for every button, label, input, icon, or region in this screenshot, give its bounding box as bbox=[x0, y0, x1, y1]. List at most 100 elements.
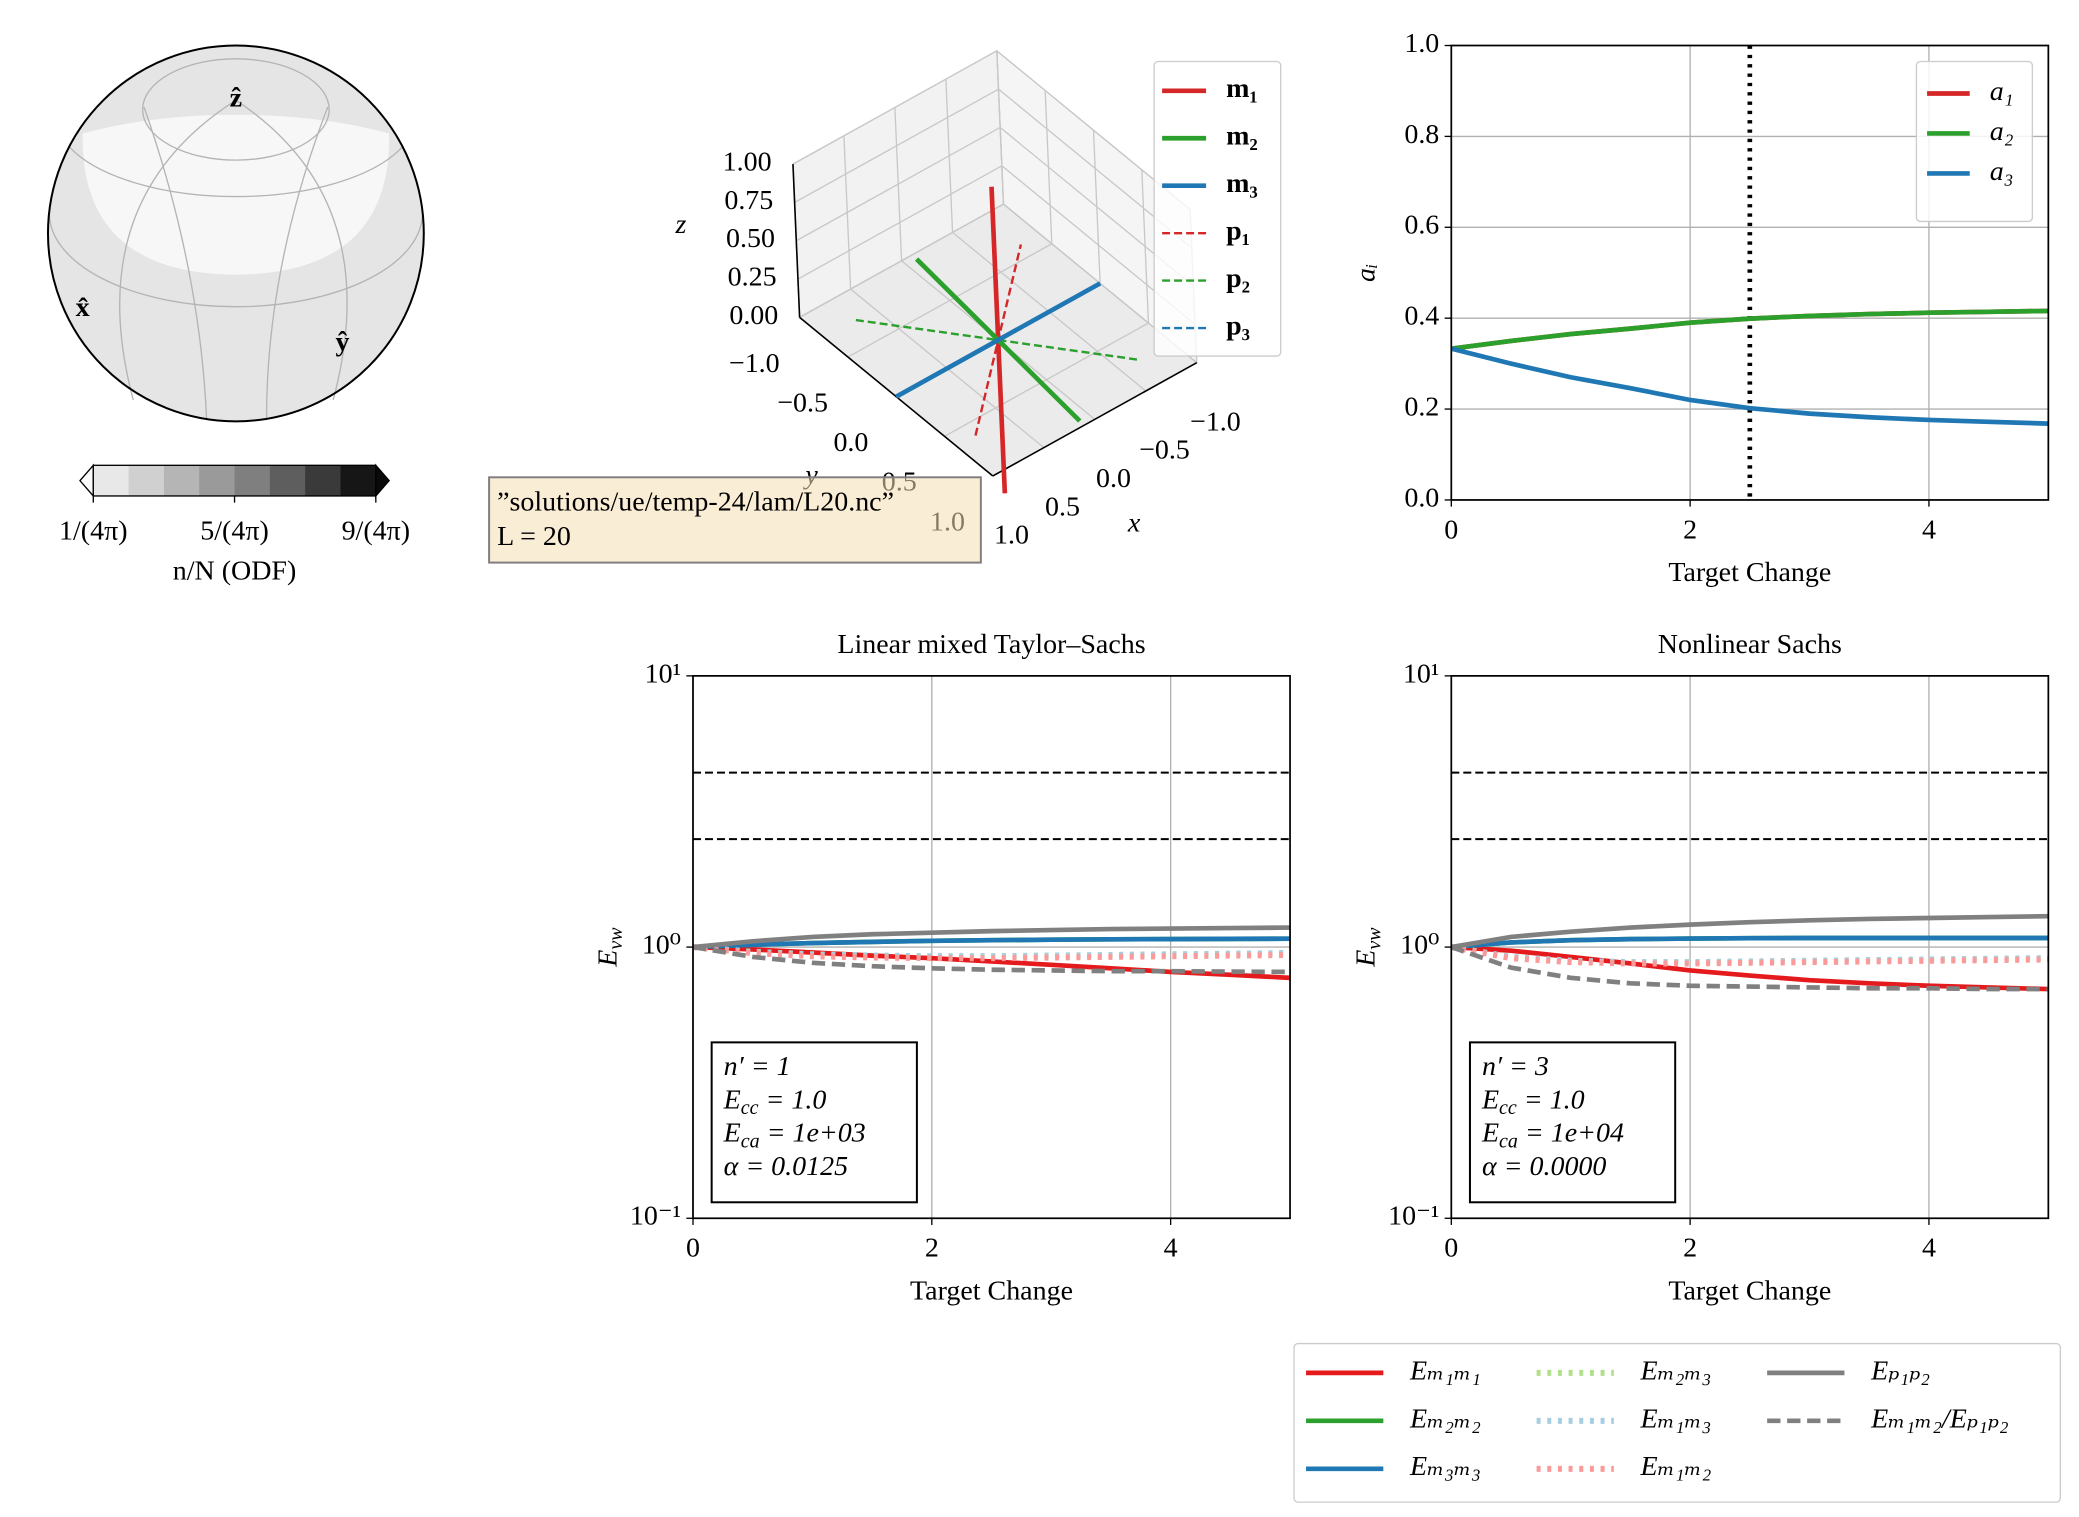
axis-label: ẑ bbox=[230, 83, 242, 114]
y-axis-label-sub: vw bbox=[1363, 927, 1385, 950]
legend-label: a₂ bbox=[1990, 116, 2014, 147]
legend-label: Eₘ₁ₘ₁ bbox=[1409, 1355, 1481, 1386]
plot: 0 2 4 10⁻¹ 10⁰ 10¹ Linear mixed Taylor–Sachs Ta… bbox=[593, 629, 1291, 1306]
annotation-part: = 1.0 bbox=[1517, 1085, 1585, 1116]
x-axis-label: x bbox=[1127, 508, 1141, 539]
annotation-line: Ecc = 1.0 bbox=[723, 1085, 827, 1119]
y-tick-label: 10⁰ bbox=[1400, 929, 1439, 960]
annotation-part: cc bbox=[741, 1097, 759, 1119]
colorbar-tick-label: 1/(4π) bbox=[59, 516, 128, 547]
z-axis-label: z bbox=[675, 209, 687, 240]
legend-label: p₃ bbox=[1226, 310, 1250, 341]
series-line bbox=[1450, 913, 2049, 950]
annotation-part: E bbox=[723, 1085, 741, 1116]
y-tick-label: 0.0 bbox=[1404, 482, 1439, 513]
x-tick-label: 2 bbox=[925, 1233, 939, 1264]
y-axis-label-sub: vw bbox=[605, 927, 627, 950]
y-axis-label-text: E bbox=[1351, 950, 1382, 968]
sphere-outline bbox=[46, 44, 425, 423]
x-tick-label: −1.0 bbox=[1190, 406, 1241, 437]
grid-line bbox=[799, 203, 1004, 318]
series-line bbox=[1451, 308, 2049, 351]
z-tick-label: 0.50 bbox=[726, 223, 775, 254]
x-axis-label: Target Change bbox=[910, 1275, 1073, 1306]
axes-frame bbox=[1450, 675, 2050, 1220]
y-tick-label: 0.4 bbox=[1404, 301, 1439, 332]
x-tick-label: 0 bbox=[686, 1233, 700, 1264]
legend-box bbox=[1293, 1342, 2062, 1503]
annotation-line: Eca = 1e+03 bbox=[723, 1118, 866, 1152]
axis-line bbox=[992, 361, 1198, 477]
colorbar-extend bbox=[79, 463, 94, 498]
series-line bbox=[1450, 944, 2049, 992]
legend-label: a₁ bbox=[1990, 76, 2014, 107]
y-tick-label: 10⁻¹ bbox=[1388, 1201, 1439, 1232]
x-tick-label: 0 bbox=[1444, 1233, 1458, 1264]
y-tick-label: 10¹ bbox=[645, 658, 681, 689]
sphere-grid bbox=[68, 146, 403, 198]
series-line bbox=[1450, 346, 2049, 426]
x-tick-label: 0.5 bbox=[1045, 491, 1080, 522]
legend-label: Eₘ₂ₘ₃ bbox=[1640, 1355, 1712, 1386]
x-axis-label: Target Change bbox=[1668, 1275, 1831, 1306]
annotation-part: n′ = 1 bbox=[724, 1051, 791, 1082]
y-tick-label: 10⁰ bbox=[642, 929, 681, 960]
colorbar-cell bbox=[305, 465, 342, 496]
legend-label: Eₘ₂ₘ₂ bbox=[1409, 1403, 1481, 1434]
annotation-line: Eca = 1e+04 bbox=[1481, 1118, 1624, 1152]
series-line bbox=[692, 944, 1291, 975]
y-axis-label: Evw bbox=[593, 927, 627, 968]
legend-box bbox=[1153, 60, 1282, 357]
annotation-line: L = 20 bbox=[497, 521, 571, 552]
sphere-grid bbox=[48, 213, 424, 308]
sphere-grid bbox=[143, 106, 208, 419]
annotation-part: = 1e+04 bbox=[1518, 1118, 1624, 1149]
plot: 0 2 4 0.0 0.2 0.4 0.6 0.8 1.0 Target Change aᵢ a₁ a₂… bbox=[1351, 28, 2050, 588]
y-tick-label: 0.8 bbox=[1404, 119, 1439, 150]
series-line bbox=[1451, 944, 2049, 992]
annotation-part: = 1e+03 bbox=[760, 1118, 866, 1149]
axes-frame bbox=[692, 675, 1291, 1220]
y-axis-label: Evw bbox=[1351, 927, 1385, 968]
annotation-part: = 1.0 bbox=[758, 1085, 826, 1116]
annotation-line: ”solutions/ue/temp-24/lam/L20.nc” bbox=[497, 486, 894, 517]
grid-line bbox=[792, 50, 998, 165]
y-axis-label-text: aᵢ bbox=[1351, 264, 1382, 282]
legend-label: Eₘ₃ₘ₃ bbox=[1409, 1451, 1481, 1482]
colorbar-cell bbox=[340, 465, 377, 496]
colorbar-cell bbox=[128, 465, 165, 496]
grid-line bbox=[795, 126, 1001, 242]
legend-label: a₃ bbox=[1990, 156, 2014, 187]
colorbar-extend bbox=[375, 463, 391, 498]
annotation-box bbox=[488, 476, 982, 564]
series-line bbox=[692, 944, 1291, 962]
y-tick-label: 0.0 bbox=[833, 427, 868, 458]
chart-title: Nonlinear Sachs bbox=[1658, 629, 1842, 660]
x-tick-label: 2 bbox=[1683, 1233, 1697, 1264]
colorbar-cell bbox=[234, 465, 271, 496]
annotation-box bbox=[1468, 1041, 1677, 1204]
annotation-line: n′ = 1 bbox=[724, 1051, 791, 1082]
sphere bbox=[46, 44, 425, 423]
annotation-part: ca bbox=[1499, 1130, 1518, 1152]
x-axis-label: Target Change bbox=[1668, 557, 1831, 588]
y-tick-label: −1.0 bbox=[729, 348, 780, 379]
colorbar-cell bbox=[163, 465, 200, 496]
series-line bbox=[692, 925, 1291, 950]
annotation-part: cc bbox=[1499, 1097, 1517, 1119]
legend-label: Eₘ₁ₘ₂ bbox=[1640, 1451, 1712, 1482]
colorbar-cell bbox=[93, 465, 130, 496]
grid-line bbox=[794, 88, 999, 204]
axis-line bbox=[792, 164, 801, 318]
x-tick-label: −0.5 bbox=[1139, 435, 1190, 466]
3d-line bbox=[895, 281, 1102, 399]
annotation-line: α = 0.0125 bbox=[724, 1151, 848, 1182]
annotation-part: E bbox=[1481, 1085, 1499, 1116]
series-line bbox=[1451, 935, 2049, 950]
y-tick-label: 0.6 bbox=[1404, 210, 1439, 241]
annotation-part: α = 0.0000 bbox=[1482, 1151, 1606, 1182]
annotation-box bbox=[710, 1041, 918, 1204]
annotation-part: ca bbox=[741, 1130, 760, 1152]
z-tick-label: 1.00 bbox=[723, 147, 772, 178]
